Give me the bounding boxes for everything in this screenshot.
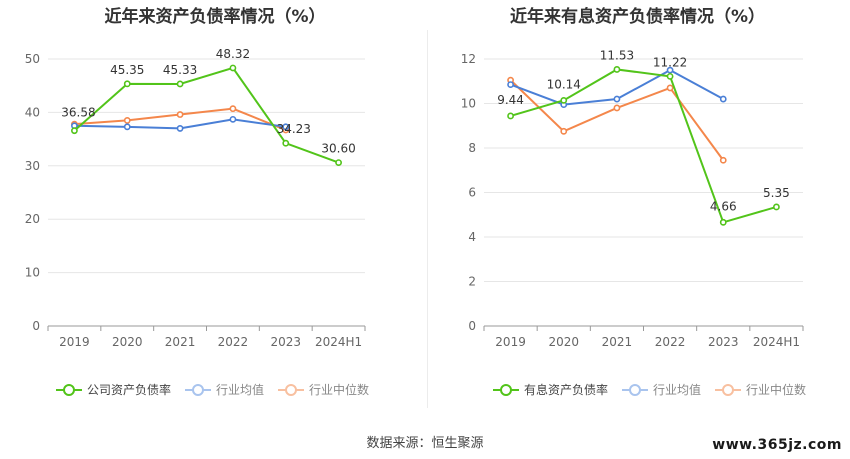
legend-label: 公司资产负债率 — [87, 383, 172, 397]
data-point — [176, 80, 184, 88]
series-line — [73, 66, 339, 164]
legend-label: 行业中位数 — [746, 383, 807, 397]
y-tick-label: 10 — [25, 266, 40, 280]
legend-item-industry-median[interactable]: 行业中位数 — [278, 381, 369, 398]
data-point — [123, 123, 131, 131]
watermark: www.365jz.com — [712, 437, 842, 453]
data-label: 34.23 — [277, 122, 311, 136]
data-label: 10.14 — [547, 77, 581, 91]
legend-label: 行业均值 — [653, 383, 702, 397]
x-tick-label: 2019 — [59, 335, 90, 349]
data-point — [719, 218, 727, 226]
y-tick-label: 8 — [468, 141, 476, 155]
x-tick-label: 2022 — [218, 335, 249, 349]
y-tick-label: 0 — [468, 319, 476, 333]
data-label: 11.53 — [600, 48, 634, 62]
legend-item-industry-mean[interactable]: 行业均值 — [622, 381, 701, 398]
x-tick-label: 2023 — [270, 335, 301, 349]
x-tick-label: 2019 — [495, 335, 526, 349]
data-point — [719, 156, 727, 164]
x-tick-label: 2022 — [655, 335, 686, 349]
legend-item-company-ratio[interactable]: 公司资产负债率 — [56, 381, 171, 398]
y-tick-label: 20 — [25, 212, 40, 226]
data-label: 36.58 — [61, 106, 95, 120]
legend-line-icon — [622, 383, 649, 396]
legend-line-icon — [185, 383, 212, 396]
legend-line-icon — [715, 383, 742, 396]
data-point — [666, 84, 674, 92]
y-tick-label: 0 — [32, 319, 40, 333]
chart-divider — [427, 30, 428, 408]
legend-label: 有息资产负债率 — [524, 383, 609, 397]
data-point — [666, 66, 674, 74]
legend-line-icon — [278, 383, 305, 396]
data-point — [507, 81, 514, 88]
legend-label: 行业中位数 — [309, 383, 370, 397]
data-point — [229, 115, 237, 123]
data-point — [123, 80, 131, 88]
legend-label: 行业均值 — [216, 383, 265, 397]
x-tick-label: 2020 — [548, 335, 579, 349]
data-source: 数据来源：恒生聚源 — [366, 436, 484, 451]
data-point — [123, 117, 131, 124]
y-tick-label: 6 — [468, 186, 476, 200]
data-label: 45.33 — [163, 63, 197, 77]
y-tick-label: 10 — [461, 97, 476, 111]
y-tick-label: 4 — [468, 230, 476, 244]
x-tick-label: 2020 — [112, 335, 143, 349]
legend-item-industry-median[interactable]: 行业中位数 — [715, 381, 806, 398]
data-label: 4.66 — [710, 199, 737, 213]
data-point — [282, 123, 290, 131]
x-tick-label: 2024H1 — [753, 335, 800, 349]
data-label: 5.35 — [763, 186, 790, 200]
data-point — [176, 125, 184, 132]
data-point — [229, 64, 237, 72]
legend-item-industry-mean[interactable]: 行业均值 — [185, 381, 264, 398]
data-point — [71, 127, 78, 135]
data-point — [613, 95, 621, 103]
chart-title-right: 近年来有息资产负债率情况（%） — [509, 7, 766, 27]
data-point — [613, 104, 621, 112]
y-tick-label: 30 — [25, 159, 40, 173]
data-label: 9.44 — [497, 93, 524, 107]
legend-left: 公司资产负债率 行业均值 行业中位数 — [56, 381, 369, 398]
data-point — [666, 72, 674, 80]
data-point — [719, 95, 727, 103]
x-tick-label: 2021 — [602, 335, 633, 349]
legend-right: 有息资产负债率 行业均值 行业中位数 — [493, 381, 806, 398]
y-tick-label: 2 — [468, 275, 476, 289]
x-tick-label: 2023 — [708, 335, 739, 349]
data-point — [560, 96, 568, 104]
data-label: 45.35 — [110, 63, 144, 77]
data-point — [507, 112, 514, 120]
data-point — [176, 111, 184, 118]
data-point — [773, 203, 780, 211]
data-label: 11.22 — [653, 55, 687, 69]
y-tick-label: 50 — [25, 52, 40, 66]
x-tick-label: 2024H1 — [315, 335, 362, 349]
data-label: 48.32 — [216, 47, 250, 61]
data-point — [282, 139, 290, 147]
y-tick-label: 12 — [461, 52, 476, 66]
legend-line-icon — [56, 383, 82, 396]
y-tick-label: 40 — [25, 105, 40, 119]
legend-line-icon — [493, 383, 519, 396]
legend-item-interest-ratio[interactable]: 有息资产负债率 — [493, 381, 608, 398]
series-line — [510, 68, 777, 224]
x-tick-label: 2021 — [165, 335, 196, 349]
data-label: 30.60 — [321, 142, 355, 156]
chart-title-left: 近年来资产负债率情况（%） — [104, 7, 326, 27]
data-point — [229, 105, 237, 113]
data-point — [560, 127, 568, 135]
data-point — [613, 66, 621, 73]
data-point — [335, 159, 342, 166]
